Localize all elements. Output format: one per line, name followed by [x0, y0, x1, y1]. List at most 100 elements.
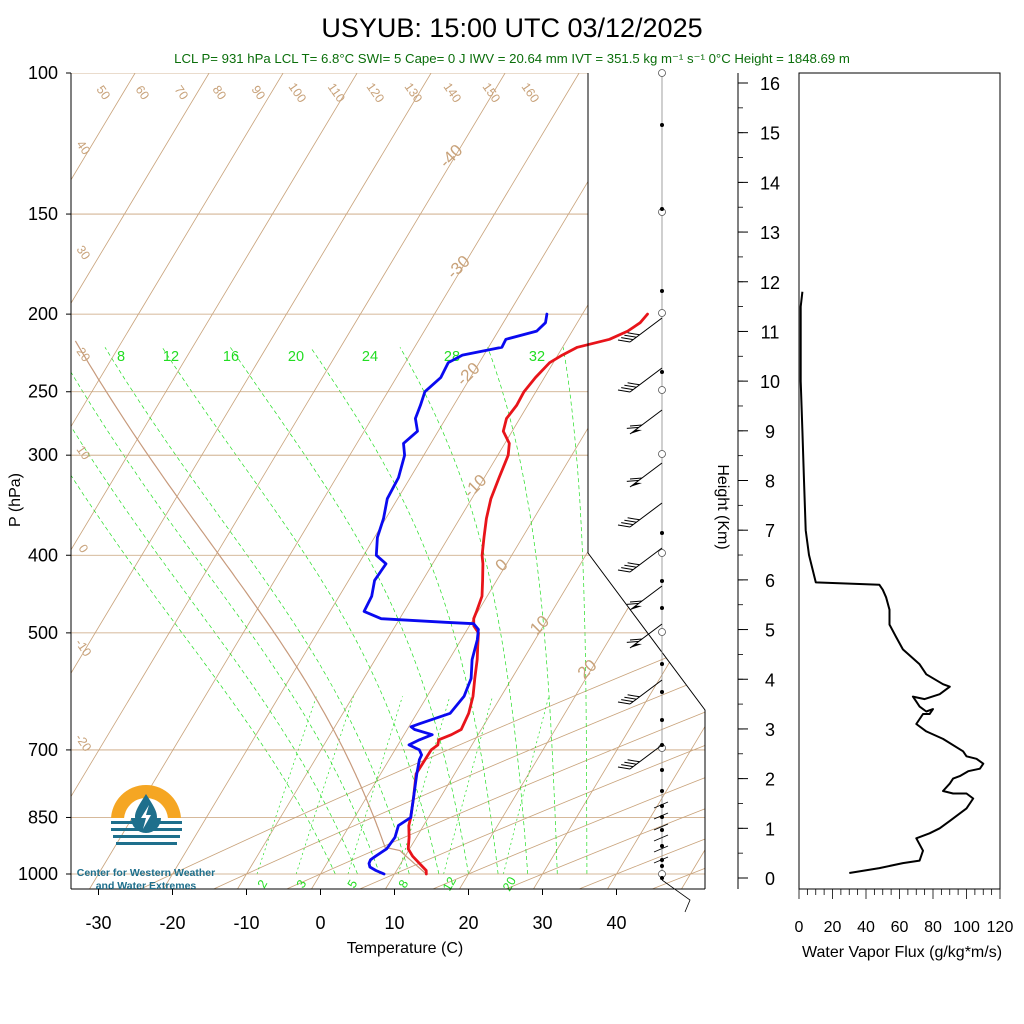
isotherm-label: 0 [492, 555, 512, 575]
isotherm-line [71, 73, 284, 428]
wind-level-dot [660, 864, 664, 868]
pressure-tick-label: 150 [28, 204, 58, 224]
dry-adiabat-label: 130 [402, 80, 425, 105]
isotherm-line [71, 73, 210, 304]
dry-adiabat-label: 20 [74, 345, 93, 364]
wind-barb [617, 317, 663, 343]
height-tick-label: 7 [765, 521, 775, 541]
temperature-tick-label: 30 [532, 913, 552, 933]
height-tick-label: 15 [760, 124, 780, 144]
height-axis-label: Height (Km) [714, 464, 731, 549]
flux-tick-label: 60 [891, 919, 909, 936]
wind-level-dot [660, 768, 664, 772]
wind-barb [617, 367, 663, 393]
flux-tick-label: 20 [824, 919, 842, 936]
moist-adiabat-line [399, 347, 529, 875]
calm-wind-circle [658, 69, 666, 77]
chart-title: USYUB: 15:00 UTC 03/12/2025 [321, 13, 702, 43]
mixing-ratio-label: 24 [362, 349, 378, 365]
dry-adiabat-line [286, 711, 705, 889]
calm-wind-circle [658, 309, 666, 317]
pressure-tick-label: 500 [28, 623, 58, 643]
height-tick-label: 3 [765, 720, 775, 740]
isotherm-line [681, 849, 705, 889]
mixing-ratio-line [295, 696, 354, 875]
mixing-ratio-label: 20 [288, 349, 304, 365]
height-tick-label: 13 [760, 223, 780, 243]
wind-level-dot [660, 289, 664, 293]
surface-wind-vector [661, 879, 691, 913]
cw3e-logo-mark [111, 785, 182, 845]
isotherm-line [71, 73, 432, 674]
height-tick-label: 11 [761, 322, 780, 342]
moist-adiabat-line [161, 347, 440, 875]
wvf-frame [798, 72, 1001, 890]
near-surface-barb [653, 801, 669, 809]
height-tick-label: 14 [760, 173, 780, 193]
isotherm-line [311, 232, 705, 889]
dry-adiabat-line [359, 745, 705, 889]
mixing-ratio-label: 28 [444, 349, 460, 365]
wind-barb [626, 462, 663, 488]
pressure-tick-label: 200 [28, 304, 58, 324]
temperature-tick-label: 10 [384, 913, 404, 933]
height-tick-label: 12 [760, 273, 780, 293]
parcel-trajectory-line [74, 340, 427, 875]
wind-level-dot [660, 207, 664, 211]
isotherm-line [756, 73, 1024, 889]
wind-level-dot [660, 789, 664, 793]
calm-wind-circle [658, 549, 666, 557]
temperature-tick-label: -10 [233, 913, 259, 933]
dry-adiabat-label: 150 [480, 80, 503, 105]
temperature-tick-label: -30 [85, 913, 111, 933]
mixing-ratio-line [397, 696, 451, 875]
isotherm-label: 10 [526, 612, 553, 639]
isotherm-line [607, 725, 705, 889]
dry-adiabat-label: 60 [133, 83, 152, 102]
moist-adiabat-line [230, 347, 469, 875]
mixing-ratio-label: 32 [529, 349, 545, 365]
moist-adiabat-line [71, 425, 358, 875]
dry-adiabat-line [213, 677, 705, 889]
isotherm-label: 30 [0, 0, 9, 4]
near-surface-barb [653, 812, 669, 820]
dry-adiabat-line [140, 641, 705, 889]
mixing-ratio-label: 20 [500, 874, 519, 893]
isotherm-line [533, 602, 705, 889]
pressure-tick-label: 850 [28, 807, 58, 827]
dry-adiabat-label: 0 [76, 542, 91, 556]
isotherm-line [71, 73, 506, 798]
pressure-tick-label: 400 [28, 545, 58, 565]
near-surface-barb [653, 834, 669, 842]
cw3e-logo: Center for Western Weather and Water Ext… [77, 785, 215, 892]
mixing-ratio-line [443, 696, 493, 875]
dry-adiabat-label: 100 [286, 80, 309, 105]
moist-adiabat-line [104, 347, 410, 875]
wind-level-dot [660, 690, 664, 694]
dry-adiabat-label: 40 [74, 138, 93, 157]
moist-adiabat-line [487, 347, 558, 875]
wind-barb [617, 679, 663, 705]
barb-panel-border [587, 73, 706, 889]
height-tick-label: 6 [765, 571, 775, 591]
pressure-tick-label: 300 [28, 445, 58, 465]
wind-level-dot [660, 844, 664, 848]
water-vapor-flux-trace [799, 291, 985, 874]
wind-barb [626, 585, 663, 611]
temperature-axis-label: Temperature (C) [347, 940, 463, 957]
wind-level-dot [660, 662, 664, 666]
temperature-tick-label: -20 [159, 913, 185, 933]
wind-level-dot [660, 876, 664, 880]
height-tick-label: 2 [765, 770, 775, 790]
pressure-tick-label: 1000 [18, 864, 58, 884]
sounding-stats-line: LCL P= 931 hPa LCL T= 6.8°C SWI= 5 Cape=… [174, 51, 850, 66]
dry-adiabat-line [945, 73, 1024, 889]
dry-adiabat-label: 160 [519, 80, 542, 105]
dry-adiabat-line [1018, 73, 1024, 889]
height-tick-label: 9 [765, 422, 775, 442]
wind-barb [617, 744, 663, 770]
flux-tick-label: 120 [987, 919, 1014, 936]
mixing-ratio-line [503, 696, 550, 875]
dewpoint-trace [362, 312, 549, 876]
